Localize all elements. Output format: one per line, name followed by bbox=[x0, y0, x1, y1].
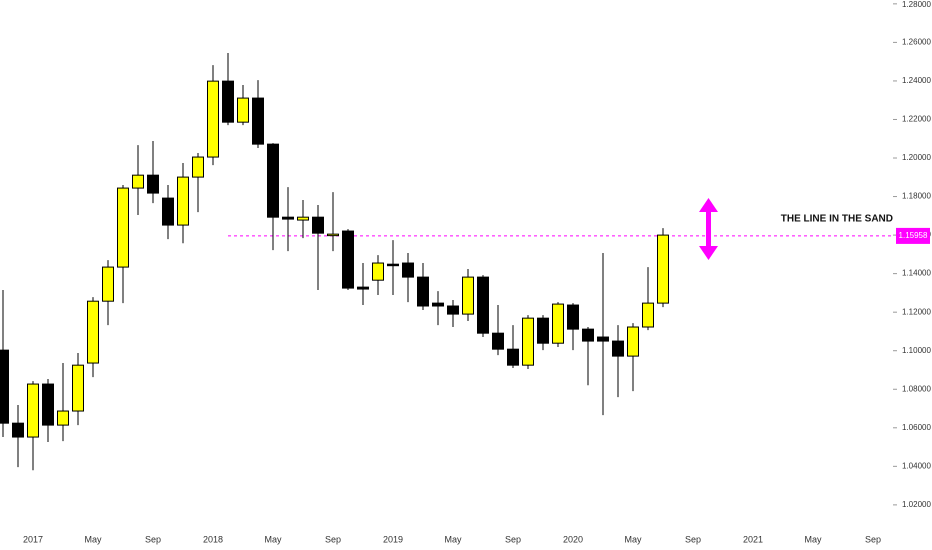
candle-body bbox=[0, 349, 9, 424]
candle-body bbox=[177, 176, 189, 226]
y-tick-label: 1.04000 bbox=[902, 461, 931, 470]
x-tick-label: 2018 bbox=[203, 534, 223, 544]
candle-body bbox=[207, 80, 219, 158]
x-tick-label: Sep bbox=[325, 534, 341, 544]
x-tick-label: 2019 bbox=[383, 534, 403, 544]
y-tick-label: 1.24000 bbox=[902, 76, 931, 85]
y-tick-label: 1.26000 bbox=[902, 38, 931, 47]
y-tick-label: 1.10000 bbox=[902, 346, 931, 355]
candle-body bbox=[252, 97, 264, 145]
y-tick-label: 1.28000 bbox=[902, 0, 931, 9]
x-tick-label: May bbox=[624, 534, 642, 544]
level-price-label: 1.15958 bbox=[899, 231, 928, 240]
y-tick-label: 1.22000 bbox=[902, 115, 931, 124]
y-tick-label: 1.06000 bbox=[902, 423, 931, 432]
candle-body bbox=[192, 156, 204, 178]
candle-body bbox=[42, 383, 54, 426]
y-tick-label: 1.20000 bbox=[902, 153, 931, 162]
candle-body bbox=[507, 348, 519, 366]
candle-body bbox=[447, 305, 459, 315]
candle-body bbox=[132, 174, 144, 189]
candle-body bbox=[357, 286, 369, 290]
x-tick-label: May bbox=[264, 534, 282, 544]
candle-body bbox=[432, 302, 444, 307]
candle-body bbox=[492, 332, 504, 350]
x-tick-label: Sep bbox=[145, 534, 161, 544]
y-tick-label: 1.12000 bbox=[902, 307, 931, 316]
candle-body bbox=[597, 336, 609, 342]
candle-body bbox=[552, 303, 564, 344]
x-tick-label: May bbox=[444, 534, 462, 544]
candle-body bbox=[627, 326, 639, 357]
candle-body bbox=[387, 263, 399, 267]
candle-body bbox=[537, 317, 549, 344]
candle-body bbox=[417, 276, 429, 307]
candle-body bbox=[327, 233, 339, 237]
candle-body bbox=[57, 410, 69, 426]
x-tick-label: 2020 bbox=[563, 534, 583, 544]
candle-body bbox=[402, 262, 414, 278]
candle-body bbox=[582, 328, 594, 342]
x-tick-label: May bbox=[804, 534, 822, 544]
candle-body bbox=[147, 174, 159, 194]
candle-body bbox=[102, 266, 114, 302]
x-tick-label: Sep bbox=[505, 534, 521, 544]
candle-body bbox=[567, 304, 579, 330]
candle-body bbox=[372, 262, 384, 281]
candle-body bbox=[117, 187, 129, 268]
level-price-box bbox=[896, 227, 930, 244]
candle-body bbox=[162, 197, 174, 226]
x-tick-label: 2021 bbox=[743, 534, 763, 544]
candle-body bbox=[477, 276, 489, 334]
double-arrow bbox=[699, 198, 718, 260]
annotation: THE LINE IN THE SAND bbox=[781, 214, 893, 225]
candle-body bbox=[297, 216, 309, 221]
candle-body bbox=[312, 216, 324, 234]
candle-body bbox=[612, 340, 624, 357]
candle-body bbox=[222, 80, 234, 123]
candle-body bbox=[72, 364, 84, 412]
candle-body bbox=[342, 230, 354, 289]
x-tick-label: Sep bbox=[685, 534, 701, 544]
candle-body bbox=[522, 317, 534, 366]
y-tick-label: 1.08000 bbox=[902, 384, 931, 393]
candle-body bbox=[642, 302, 654, 328]
arrow-head-up bbox=[699, 198, 718, 212]
x-tick-label: May bbox=[84, 534, 102, 544]
x-tick-label: 2017 bbox=[23, 534, 43, 544]
candle-body bbox=[12, 422, 24, 438]
y-tick-label: 1.14000 bbox=[902, 269, 931, 278]
candle-body bbox=[87, 300, 99, 364]
candle-body bbox=[282, 216, 294, 220]
arrow-shaft bbox=[706, 208, 711, 250]
candle-body bbox=[657, 234, 669, 304]
x-tick-label: Sep bbox=[865, 534, 881, 544]
candle-body bbox=[462, 276, 474, 315]
candle-body bbox=[27, 383, 39, 438]
candle-body bbox=[267, 143, 279, 218]
y-tick-label: 1.02000 bbox=[902, 500, 931, 509]
y-tick-label: 1.18000 bbox=[902, 192, 931, 201]
arrow-head-down bbox=[699, 246, 718, 260]
candle-body bbox=[237, 97, 249, 123]
